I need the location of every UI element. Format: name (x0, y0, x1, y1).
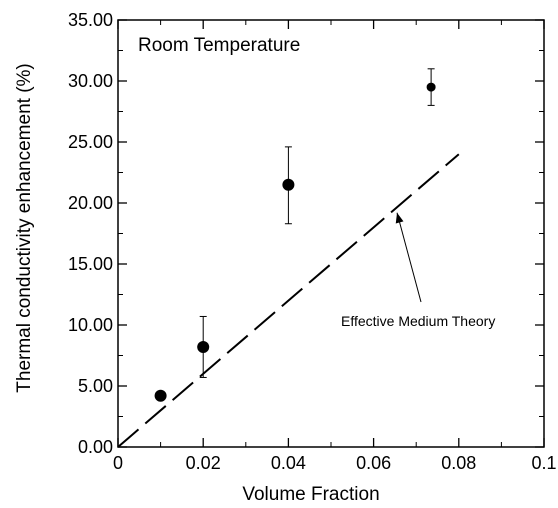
y-tick-label: 30.00 (68, 71, 113, 91)
annotation-group: Effective Medium Theory (341, 212, 495, 329)
annotation-arrow-line (396, 212, 422, 303)
y-tick-label: 0.00 (78, 437, 113, 457)
y-tick-label: 5.00 (78, 376, 113, 396)
y-tick-label: 25.00 (68, 132, 113, 152)
axis-ticks (117, 19, 545, 448)
x-axis-title: Volume Fraction (242, 484, 379, 505)
y-tick-label: 10.00 (68, 315, 113, 335)
x-tick-label: 0 (113, 453, 123, 473)
annotation-label: Effective Medium Theory (341, 313, 495, 329)
data-point (282, 178, 295, 191)
y-axis-title: Thermal conductivity enhancement (%) (14, 63, 35, 392)
y-tick-label: 15.00 (68, 254, 113, 274)
data-point (426, 82, 436, 92)
annotation-arrowhead (395, 212, 404, 224)
measured-data-layer (154, 68, 436, 402)
effective-medium-theory-line (117, 153, 460, 448)
x-tick-label: 0.08 (441, 453, 476, 473)
panel-title: Room Temperature (138, 35, 300, 56)
axis-tick-labels: 0 0.02 0.04 0.06 0.08 0.1 0.00 5.00 10.00 15.00 20… (68, 10, 557, 473)
data-point (154, 389, 167, 402)
x-tick-label: 0.02 (186, 453, 221, 473)
y-tick-label: 20.00 (68, 193, 113, 213)
effective-medium-theory-layer (117, 153, 460, 448)
data-point (197, 340, 210, 353)
x-tick-label: 0.1 (531, 453, 556, 473)
y-tick-label: 35.00 (68, 10, 113, 30)
x-tick-label: 0.06 (356, 453, 391, 473)
x-tick-label: 0.04 (271, 453, 306, 473)
plot-frame (117, 19, 545, 448)
